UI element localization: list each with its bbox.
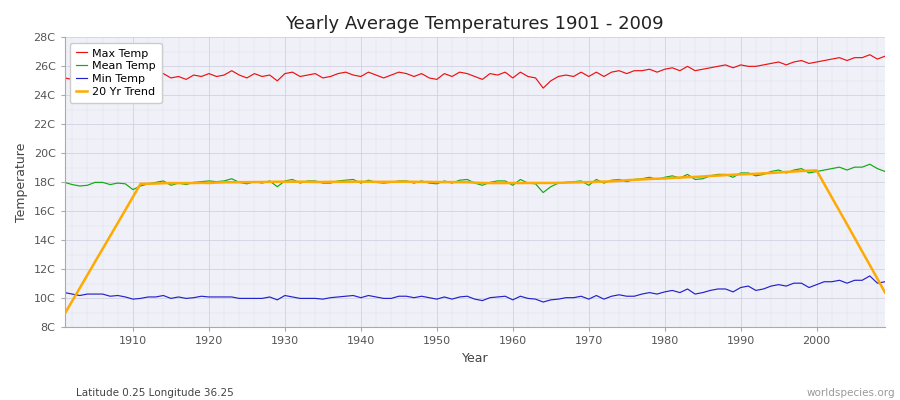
Mean Temp xyxy=(538,190,549,195)
20 Yr Trend xyxy=(287,179,298,184)
20 Yr Trend xyxy=(500,181,510,186)
20 Yr Trend xyxy=(598,179,609,184)
Min Temp xyxy=(287,294,298,299)
Mean Temp xyxy=(59,180,70,185)
Min Temp xyxy=(606,294,616,299)
Max Temp xyxy=(287,70,298,74)
Max Temp xyxy=(864,52,875,57)
Max Temp xyxy=(508,76,518,80)
X-axis label: Year: Year xyxy=(462,352,488,365)
Mean Temp xyxy=(287,177,298,182)
Y-axis label: Temperature: Temperature xyxy=(15,143,28,222)
20 Yr Trend xyxy=(508,180,518,185)
Line: Mean Temp: Mean Temp xyxy=(65,164,885,192)
Max Temp xyxy=(500,70,510,74)
Legend: Max Temp, Mean Temp, Min Temp, 20 Yr Trend: Max Temp, Mean Temp, Min Temp, 20 Yr Tre… xyxy=(70,43,161,103)
Line: Max Temp: Max Temp xyxy=(65,55,885,88)
Min Temp xyxy=(864,274,875,278)
Text: worldspecies.org: worldspecies.org xyxy=(807,388,896,398)
Mean Temp xyxy=(606,178,616,182)
Mean Temp xyxy=(879,169,890,174)
Max Temp xyxy=(333,71,344,76)
20 Yr Trend xyxy=(59,312,70,316)
Line: Min Temp: Min Temp xyxy=(65,276,885,302)
Max Temp xyxy=(120,77,130,82)
Min Temp xyxy=(120,294,130,299)
20 Yr Trend xyxy=(811,168,822,173)
20 Yr Trend xyxy=(333,179,344,184)
Max Temp xyxy=(538,86,549,90)
Mean Temp xyxy=(333,178,344,183)
Max Temp xyxy=(879,54,890,58)
20 Yr Trend xyxy=(120,208,130,212)
Mean Temp xyxy=(120,182,130,186)
Min Temp xyxy=(500,294,510,299)
Text: Latitude 0.25 Longitude 36.25: Latitude 0.25 Longitude 36.25 xyxy=(76,388,234,398)
Min Temp xyxy=(508,298,518,302)
Min Temp xyxy=(333,294,344,299)
Max Temp xyxy=(59,76,70,80)
Mean Temp xyxy=(864,162,875,167)
Min Temp xyxy=(879,279,890,284)
Mean Temp xyxy=(508,183,518,188)
20 Yr Trend xyxy=(879,290,890,295)
Min Temp xyxy=(59,290,70,295)
Max Temp xyxy=(606,70,616,74)
Mean Temp xyxy=(500,178,510,183)
Min Temp xyxy=(538,300,549,304)
Title: Yearly Average Temperatures 1901 - 2009: Yearly Average Temperatures 1901 - 2009 xyxy=(285,15,664,33)
Line: 20 Yr Trend: 20 Yr Trend xyxy=(65,170,885,314)
